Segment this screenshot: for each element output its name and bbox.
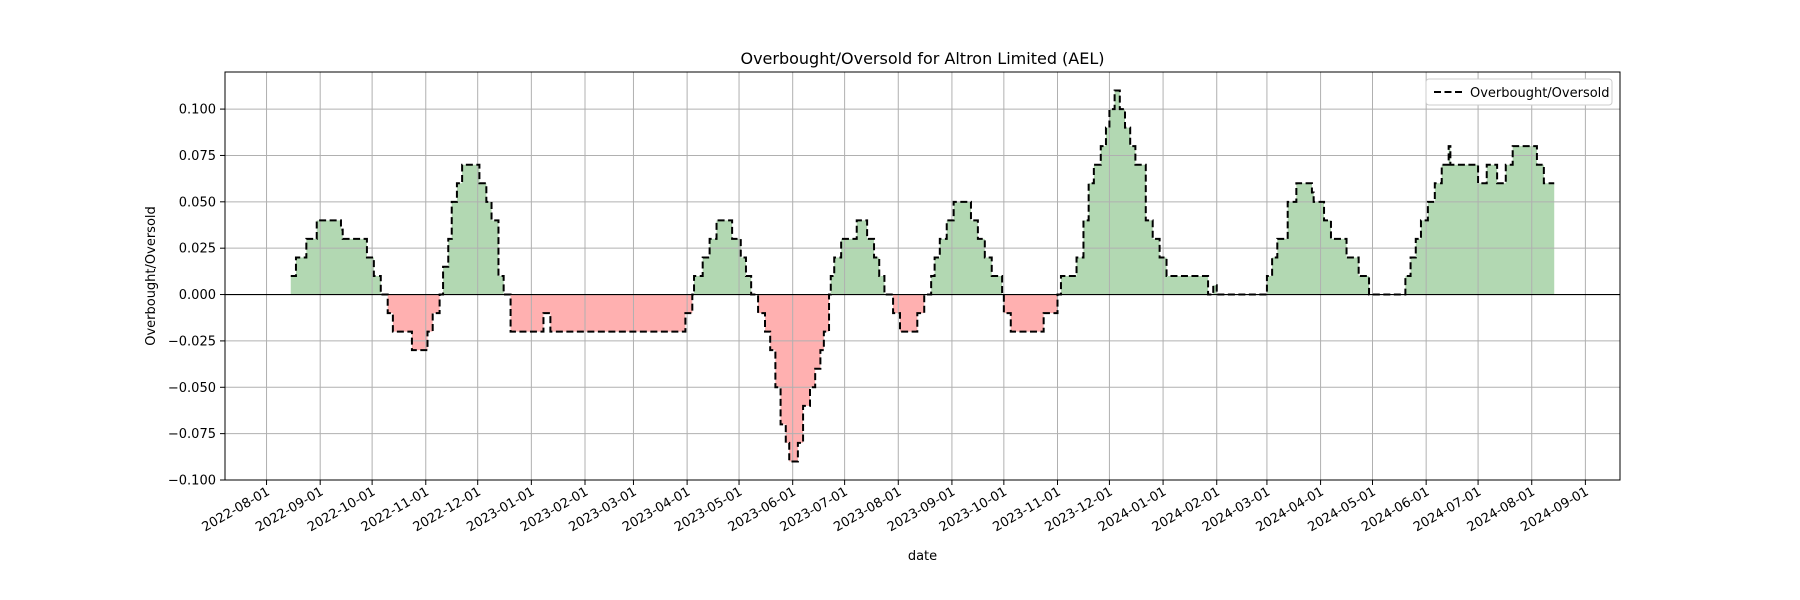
y-tick-label: 0.050	[179, 195, 216, 210]
y-tick-label: −0.025	[168, 334, 216, 349]
chart-title: Overbought/Oversold for Altron Limited (…	[740, 49, 1104, 68]
y-tick-label: 0.075	[179, 149, 216, 164]
y-tick-label: 0.100	[179, 103, 216, 118]
x-axis-ticks: 2022-08-012022-09-012022-10-012022-11-01…	[200, 480, 1591, 535]
y-tick-label: 0.025	[179, 242, 216, 257]
legend-entry-label: Overbought/Oversold	[1470, 86, 1610, 101]
y-axis-ticks: −0.100 −0.075 −0.050 −0.025 0.000 0.025 0.050 0…	[168, 103, 225, 489]
legend: Overbought/Oversold	[1425, 78, 1613, 106]
y-tick-label: −0.075	[168, 427, 216, 442]
grid-lines	[225, 72, 1620, 481]
overbought-fill-area	[290, 90, 1555, 295]
area-fills	[290, 90, 1555, 462]
series-line-overbought-oversold	[290, 89, 1555, 463]
y-tick-label: −0.050	[168, 381, 216, 396]
y-tick-label: 0.000	[179, 288, 216, 303]
plot-frame	[224, 71, 1621, 481]
legend-box	[1425, 78, 1613, 106]
y-axis-label: Overbought/Oversold	[144, 206, 159, 346]
y-tick-label: −0.100	[168, 474, 216, 489]
oversold-fill-area	[387, 294, 1058, 462]
x-axis-label: date	[908, 549, 937, 564]
